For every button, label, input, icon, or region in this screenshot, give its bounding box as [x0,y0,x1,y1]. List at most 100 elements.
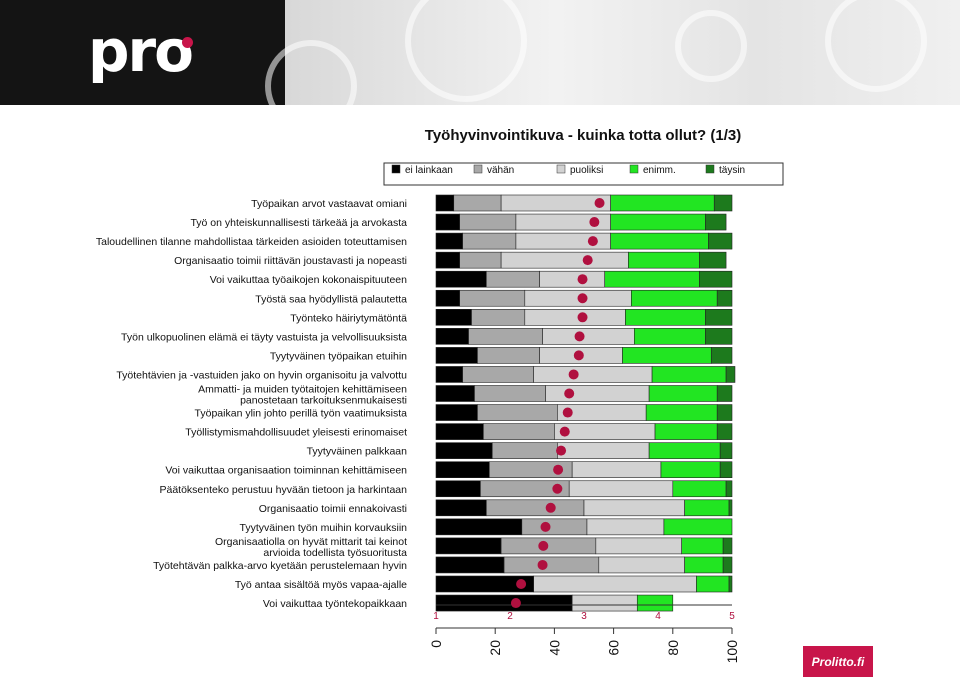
bar-segment [459,289,526,307]
category-label: Työtehtävän palkka-arvo kyetään perustel… [153,560,407,572]
mean-marker [562,407,573,418]
bar-segment [710,347,733,364]
category-label: Työ antaa sisältöä myös vapaa-ajalle [235,579,407,591]
bar-segment [462,232,517,250]
bar-segment [435,499,487,517]
bar-segment [660,461,721,479]
bar-segment [435,328,469,345]
mean-marker [568,369,579,380]
bar-segment [699,270,733,288]
bar-segment [459,213,517,231]
mean-marker [540,521,551,532]
mean-marker [559,426,570,437]
bar-segment [435,404,478,421]
bar-segment [435,594,573,612]
bar-segment [604,270,700,288]
bar-segment [435,347,478,364]
bar-segment [684,499,730,517]
bar-segment [610,194,715,212]
legend-swatch [473,164,483,174]
category-label: arvioida todellista työsuoritusta [263,547,407,559]
x-axis-tick-label: 0 [428,640,444,648]
bar-segment [571,461,662,479]
bar-segment [486,499,585,517]
bar-segment [435,442,493,459]
mean-marker [589,217,600,228]
legend-label: vähän [487,165,514,176]
bar-segment [557,442,650,459]
bar-segment [483,423,555,440]
category-label: Ammatti- ja muiden työtaitojen kehittämi… [198,384,407,396]
bar-segment [462,366,534,383]
bar-segment [491,442,558,459]
legend-label: ei lainkaan [405,165,453,176]
bar-segment [705,213,727,231]
mean-marker [577,274,588,285]
bar-segment [503,556,600,574]
legend-swatch [629,164,639,174]
mean-scale-tick: 2 [507,611,513,622]
category-label: Työllistymismahdollisuudet yleisesti eri… [185,427,407,439]
bar-segment [716,385,733,402]
bar-segment [471,309,526,326]
bar-segment [708,232,733,250]
x-axis-tick-label: 80 [665,640,681,656]
category-label: Tyytyväinen palkkaan [307,446,408,458]
bar-segment [477,404,558,421]
prolitto-badge: Prolitto.fi [803,646,873,677]
mean-marker [582,255,593,266]
bar-segment [672,480,727,498]
category-label: panostetaan tarkoituksenmukaisesti [240,395,407,407]
bar-segment [728,499,733,517]
bar-segment [435,537,502,555]
legend-label: täysin [719,165,745,176]
category-label: Työ on yhteiskunnallisesti tärkeää ja ar… [190,217,407,229]
decor-circle [405,0,527,102]
x-axis-tick-label: 40 [546,640,562,656]
bar-segment [545,385,650,402]
bar-segment [435,232,463,250]
mean-marker [587,236,598,247]
stacked-bar-chart: Työhyvinvointikuva - kuinka totta ollut?… [96,127,784,664]
bar-segment [722,537,733,555]
bar-segment [610,232,709,250]
bar-segment [500,251,629,269]
bar-segment [500,537,597,555]
bar-segment [486,270,540,288]
mean-marker [573,350,584,361]
mean-marker [538,540,549,551]
bar-segment [716,404,733,421]
mean-markers [510,198,605,609]
bar-segment [500,194,611,212]
legend-swatch [556,164,566,174]
bar-segment [722,556,733,574]
category-labels: Työpaikan arvot vastaavat omiani Työ on y… [96,198,407,610]
mean-scale-tick: 3 [581,611,587,622]
category-label: Päätöksenteko perustuu hyvään tietoon ja… [159,484,407,496]
bar-segment [713,194,733,212]
legend-swatch [705,164,715,174]
category-label: Taloudellinen tilanne mahdollistaa tärke… [96,236,407,248]
category-label: Voi vaikuttaa työaikojen kokonaispituute… [210,274,407,286]
bar-segment [435,213,460,231]
category-label: Työpaikan ylin johto perillä työn vaatim… [195,408,408,420]
bar-segment [725,480,733,498]
bar-segment [468,328,543,345]
decor-circle [265,40,357,105]
bar-segment [586,518,665,536]
logo-dot [182,37,193,48]
decor-circle [825,0,927,92]
bar-segment [681,537,724,555]
mean-marker [574,331,585,342]
x-axis-tick-label: 100 [724,640,740,664]
bar-segment [435,480,481,498]
bar-segment [435,289,460,307]
bar-segment [542,328,635,345]
mean-marker [577,312,588,323]
mean-scale-tick: 1 [433,611,439,622]
bar-segment [631,289,718,307]
legend-label: enimm. [643,165,676,176]
mean-marker [553,464,564,475]
bar-segment [435,270,487,288]
bar-segment [634,328,706,345]
